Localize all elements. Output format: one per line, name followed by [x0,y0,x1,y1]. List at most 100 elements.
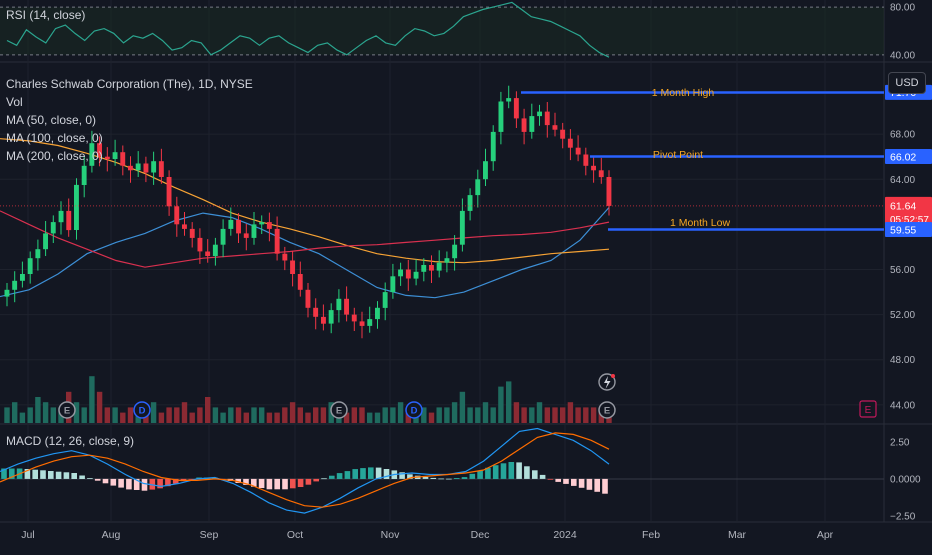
candle[interactable] [189,228,195,238]
ma100-line[interactable] [0,138,610,264]
candle[interactable] [429,265,434,271]
candle[interactable] [413,271,419,279]
ma100-legend[interactable]: MA (100, close, 0) [6,131,103,145]
candle[interactable] [266,222,272,229]
candle[interactable] [259,222,265,225]
candle[interactable] [135,163,141,171]
candle[interactable] [513,98,519,119]
ma200-legend[interactable]: MA (200, close, 0) [6,149,103,163]
candle[interactable] [212,244,218,256]
candle[interactable] [158,161,164,177]
ma50-legend[interactable]: MA (50, close, 0) [6,113,97,127]
currency-button[interactable]: USD [888,72,926,94]
pivot-annotation[interactable]: Pivot Point [653,149,703,161]
candle[interactable] [20,274,25,281]
candle[interactable] [43,233,48,250]
candle[interactable] [74,184,79,230]
candle[interactable] [467,195,473,211]
month-low-annotation[interactable]: 1 Month Low [670,217,731,229]
candle[interactable] [282,253,288,261]
candle[interactable] [228,219,234,229]
candle[interactable] [313,307,319,317]
candle[interactable] [475,179,481,196]
ma200-line[interactable] [0,210,610,268]
candle[interactable] [390,276,396,293]
candle[interactable] [236,219,241,234]
candle[interactable] [66,210,72,231]
candle[interactable] [143,163,149,173]
signal-line[interactable] [0,432,610,508]
candle[interactable] [290,260,295,275]
candle[interactable] [321,316,326,324]
candle[interactable] [544,111,550,126]
candle[interactable] [166,177,172,207]
candle[interactable] [552,125,558,130]
candle[interactable] [58,210,64,223]
candle[interactable] [452,244,458,259]
candle[interactable] [328,310,334,324]
candle[interactable] [197,237,203,252]
candle[interactable] [591,165,596,171]
candle[interactable] [344,298,349,315]
candle[interactable] [12,280,18,290]
candle[interactable] [151,161,157,173]
candle[interactable] [375,307,380,320]
candle[interactable] [367,319,373,326]
future-earnings-icon[interactable] [859,400,877,418]
candle[interactable] [490,131,496,162]
candle[interactable] [560,129,566,139]
candle[interactable] [251,224,257,238]
candle[interactable] [537,111,542,117]
candle[interactable] [529,116,535,132]
candle[interactable] [483,161,488,180]
candle[interactable] [81,165,87,185]
candle[interactable] [104,156,110,159]
candle[interactable] [297,274,303,290]
candle[interactable] [50,222,56,234]
candle[interactable] [120,152,126,166]
earnings-icon[interactable] [330,401,348,419]
candle[interactable] [243,233,249,238]
candle[interactable] [444,258,450,263]
candle[interactable] [521,118,527,132]
candle[interactable] [220,228,226,245]
candle[interactable] [506,98,512,102]
earnings-icon[interactable] [58,401,76,419]
candle[interactable] [97,143,102,157]
earnings-icon[interactable] [598,401,616,419]
candle[interactable] [436,262,442,271]
candle[interactable] [174,206,180,225]
month-high-annotation[interactable]: 1 Month High [652,87,715,99]
candle[interactable] [606,177,612,206]
rsi-line[interactable] [6,1,610,58]
candle[interactable] [575,147,581,155]
candle[interactable] [359,321,365,326]
dividend-icon[interactable] [133,401,151,419]
ma50-line[interactable] [0,207,610,299]
candle[interactable] [89,143,95,166]
candle[interactable] [498,101,504,132]
volume-legend[interactable]: Vol [6,95,23,109]
rsi-legend[interactable]: RSI (14, close) [6,8,86,22]
candle[interactable] [421,265,427,272]
candle[interactable] [35,249,41,259]
candle[interactable] [351,314,357,322]
candle[interactable] [336,298,342,311]
candle[interactable] [182,224,187,229]
candle[interactable] [112,152,118,159]
candle[interactable] [4,289,10,297]
candle[interactable] [459,210,465,245]
macd-line[interactable] [0,427,610,514]
candle[interactable] [27,258,33,274]
dividend-icon[interactable] [405,401,423,419]
candle[interactable] [405,269,411,279]
candle[interactable] [398,269,403,277]
chart-title[interactable]: Charles Schwab Corporation (The), 1D, NY… [6,77,253,91]
candle[interactable] [382,292,388,308]
candle[interactable] [205,251,211,257]
candle[interactable] [598,170,604,178]
candle[interactable] [305,289,311,308]
macd-legend[interactable]: MACD (12, 26, close, 9) [6,434,135,448]
